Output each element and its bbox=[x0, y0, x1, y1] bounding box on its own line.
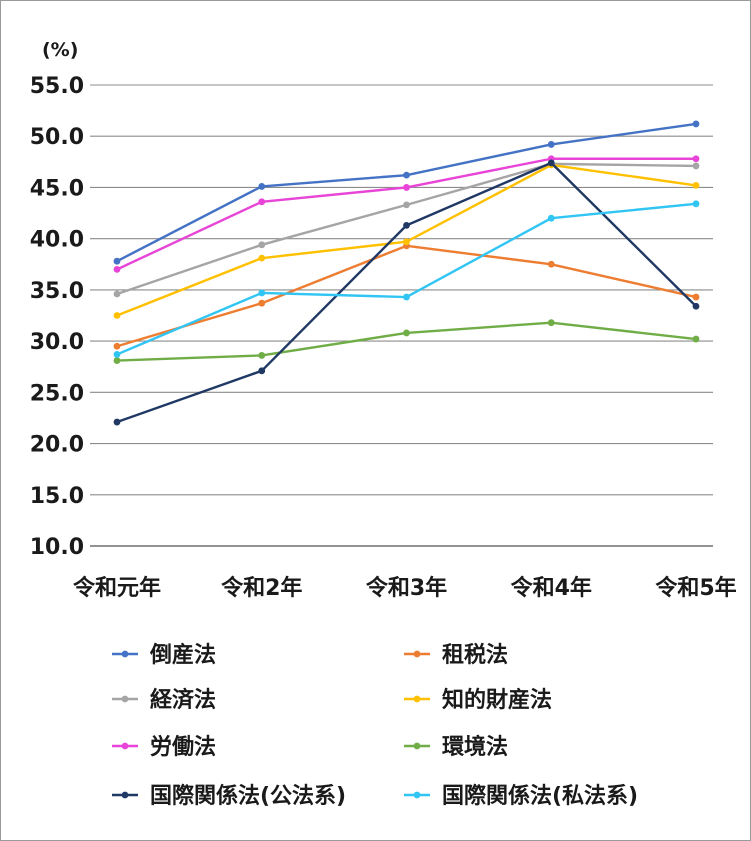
data-point bbox=[258, 183, 266, 190]
series-8 bbox=[113, 200, 700, 358]
legend-label: 国際関係法(私法系) bbox=[442, 783, 638, 809]
data-point bbox=[258, 367, 266, 375]
data-point bbox=[113, 257, 121, 265]
y-tick-label: 10.0 bbox=[30, 535, 84, 560]
legend-label: 倒産法 bbox=[149, 642, 216, 668]
legend-swatch-marker bbox=[121, 695, 129, 703]
y-tick-label: 25.0 bbox=[30, 381, 84, 406]
data-point bbox=[258, 254, 266, 262]
legend-label: 労働法 bbox=[150, 734, 216, 760]
legend-swatch-marker bbox=[413, 791, 421, 799]
data-point bbox=[113, 418, 121, 426]
data-point bbox=[403, 201, 410, 209]
legend-item: 国際関係法(公法系) bbox=[112, 783, 346, 809]
data-point bbox=[692, 155, 700, 163]
data-point bbox=[403, 184, 410, 191]
data-point bbox=[113, 351, 121, 358]
data-point bbox=[113, 290, 121, 298]
legend-swatch-marker bbox=[413, 742, 421, 750]
data-point bbox=[403, 293, 410, 301]
y-axis-unit-label: (%) bbox=[42, 39, 78, 61]
data-point bbox=[258, 289, 266, 297]
legend-item: 倒産法 bbox=[112, 642, 216, 668]
series-7 bbox=[113, 159, 700, 426]
legend-swatch-marker bbox=[121, 650, 129, 658]
y-tick-label: 50.0 bbox=[30, 125, 84, 150]
legend-item: 国際関係法(私法系) bbox=[404, 783, 638, 809]
data-point bbox=[113, 357, 121, 364]
legend-label: 国際関係法(公法系) bbox=[150, 783, 346, 809]
y-tick-label: 45.0 bbox=[30, 176, 84, 201]
data-point bbox=[258, 352, 266, 359]
data-point bbox=[692, 162, 700, 170]
legend-label: 環境法 bbox=[442, 734, 508, 760]
legend-item: 環境法 bbox=[404, 734, 508, 760]
series-1 bbox=[113, 120, 700, 265]
legend-label: 租税法 bbox=[442, 642, 508, 668]
legend-label: 経済法 bbox=[150, 687, 216, 713]
data-point bbox=[403, 171, 410, 179]
data-point bbox=[113, 342, 121, 350]
data-point bbox=[547, 260, 555, 268]
data-point bbox=[403, 329, 410, 337]
legend-swatch-marker bbox=[121, 742, 129, 750]
x-tick-label: 令和5年 bbox=[655, 575, 736, 601]
y-tick-label: 40.0 bbox=[30, 228, 84, 253]
series-6 bbox=[113, 319, 700, 364]
data-point bbox=[692, 335, 700, 343]
data-point bbox=[403, 221, 410, 229]
legend-item: 租税法 bbox=[404, 642, 508, 668]
data-point bbox=[692, 120, 700, 128]
x-tick-label: 令和4年 bbox=[511, 575, 592, 601]
y-tick-label: 35.0 bbox=[30, 279, 84, 304]
y-tick-label: 30.0 bbox=[30, 330, 84, 355]
data-point bbox=[547, 159, 555, 167]
data-point bbox=[692, 181, 700, 189]
data-point bbox=[403, 238, 410, 246]
x-tick-label: 令和元年 bbox=[73, 575, 161, 601]
data-point bbox=[113, 312, 121, 319]
data-point bbox=[547, 319, 555, 327]
legend-item: 知的財産法 bbox=[404, 687, 552, 713]
data-point bbox=[547, 141, 555, 148]
series-5 bbox=[113, 155, 700, 273]
data-point bbox=[692, 200, 700, 208]
data-point bbox=[692, 293, 700, 301]
legend-swatch-marker bbox=[413, 695, 421, 703]
legend-item: 経済法 bbox=[112, 687, 216, 713]
x-tick-label: 令和2年 bbox=[221, 575, 302, 601]
y-tick-label: 55.0 bbox=[30, 74, 84, 99]
y-tick-label: 20.0 bbox=[30, 433, 84, 458]
series-4 bbox=[113, 161, 700, 319]
x-tick-label: 令和3年 bbox=[366, 575, 447, 601]
legend-swatch-marker bbox=[121, 791, 129, 799]
data-point bbox=[258, 299, 266, 307]
data-point bbox=[113, 266, 121, 273]
legend-swatch-marker bbox=[413, 650, 421, 658]
data-point bbox=[692, 302, 700, 310]
legend-label: 知的財産法 bbox=[442, 687, 552, 713]
data-point bbox=[258, 198, 266, 206]
legend-item: 労働法 bbox=[112, 734, 216, 760]
data-point bbox=[547, 214, 555, 222]
y-tick-label: 15.0 bbox=[30, 484, 84, 509]
data-point bbox=[258, 241, 266, 249]
